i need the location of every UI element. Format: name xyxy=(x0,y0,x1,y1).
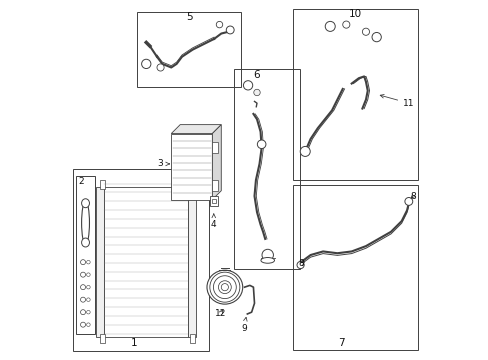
Circle shape xyxy=(325,21,335,31)
Text: 8: 8 xyxy=(298,260,304,269)
Circle shape xyxy=(362,28,369,35)
Circle shape xyxy=(86,298,90,301)
Ellipse shape xyxy=(81,202,89,244)
Ellipse shape xyxy=(81,238,89,247)
Bar xyxy=(212,143,217,153)
Text: 3: 3 xyxy=(157,159,169,168)
Circle shape xyxy=(86,260,90,264)
Bar xyxy=(189,334,194,342)
Bar xyxy=(100,180,104,189)
Circle shape xyxy=(226,26,234,34)
Circle shape xyxy=(300,147,309,157)
Text: 9: 9 xyxy=(241,318,246,333)
Circle shape xyxy=(86,323,90,327)
Bar xyxy=(292,9,417,180)
Bar xyxy=(96,187,104,337)
Text: 4: 4 xyxy=(210,214,216,229)
Polygon shape xyxy=(171,125,221,134)
Bar xyxy=(171,134,212,200)
Circle shape xyxy=(262,249,273,261)
Bar xyxy=(100,334,104,342)
Circle shape xyxy=(81,322,85,327)
Circle shape xyxy=(81,285,85,290)
Circle shape xyxy=(157,64,164,71)
Text: 1: 1 xyxy=(130,338,137,347)
Circle shape xyxy=(342,21,349,28)
Bar xyxy=(76,176,95,334)
Circle shape xyxy=(142,59,151,68)
Circle shape xyxy=(216,21,222,28)
Circle shape xyxy=(81,297,85,302)
Circle shape xyxy=(86,273,90,276)
Circle shape xyxy=(81,272,85,277)
Bar xyxy=(211,199,216,203)
Bar xyxy=(212,180,217,191)
Circle shape xyxy=(86,285,90,289)
Bar xyxy=(188,187,196,337)
Circle shape xyxy=(86,310,90,314)
Bar xyxy=(209,196,217,206)
Text: 12: 12 xyxy=(214,310,225,319)
Text: 7: 7 xyxy=(337,338,344,347)
Text: 2: 2 xyxy=(78,177,84,186)
Circle shape xyxy=(81,260,85,265)
Text: 10: 10 xyxy=(348,9,361,19)
Text: 6: 6 xyxy=(253,69,260,80)
Bar xyxy=(104,187,188,337)
Circle shape xyxy=(404,198,412,205)
Circle shape xyxy=(243,81,252,90)
Text: 8: 8 xyxy=(409,192,415,201)
Ellipse shape xyxy=(81,199,89,208)
Ellipse shape xyxy=(261,257,274,263)
Bar xyxy=(137,12,241,87)
Circle shape xyxy=(257,140,265,149)
Polygon shape xyxy=(212,125,221,200)
Circle shape xyxy=(253,89,260,96)
Text: 5: 5 xyxy=(185,13,192,22)
Circle shape xyxy=(371,32,381,42)
Ellipse shape xyxy=(206,270,242,304)
Bar xyxy=(233,69,299,269)
Bar xyxy=(292,185,417,350)
Circle shape xyxy=(296,261,304,269)
Circle shape xyxy=(81,310,85,315)
Text: 11: 11 xyxy=(380,94,414,108)
Bar xyxy=(73,169,208,351)
